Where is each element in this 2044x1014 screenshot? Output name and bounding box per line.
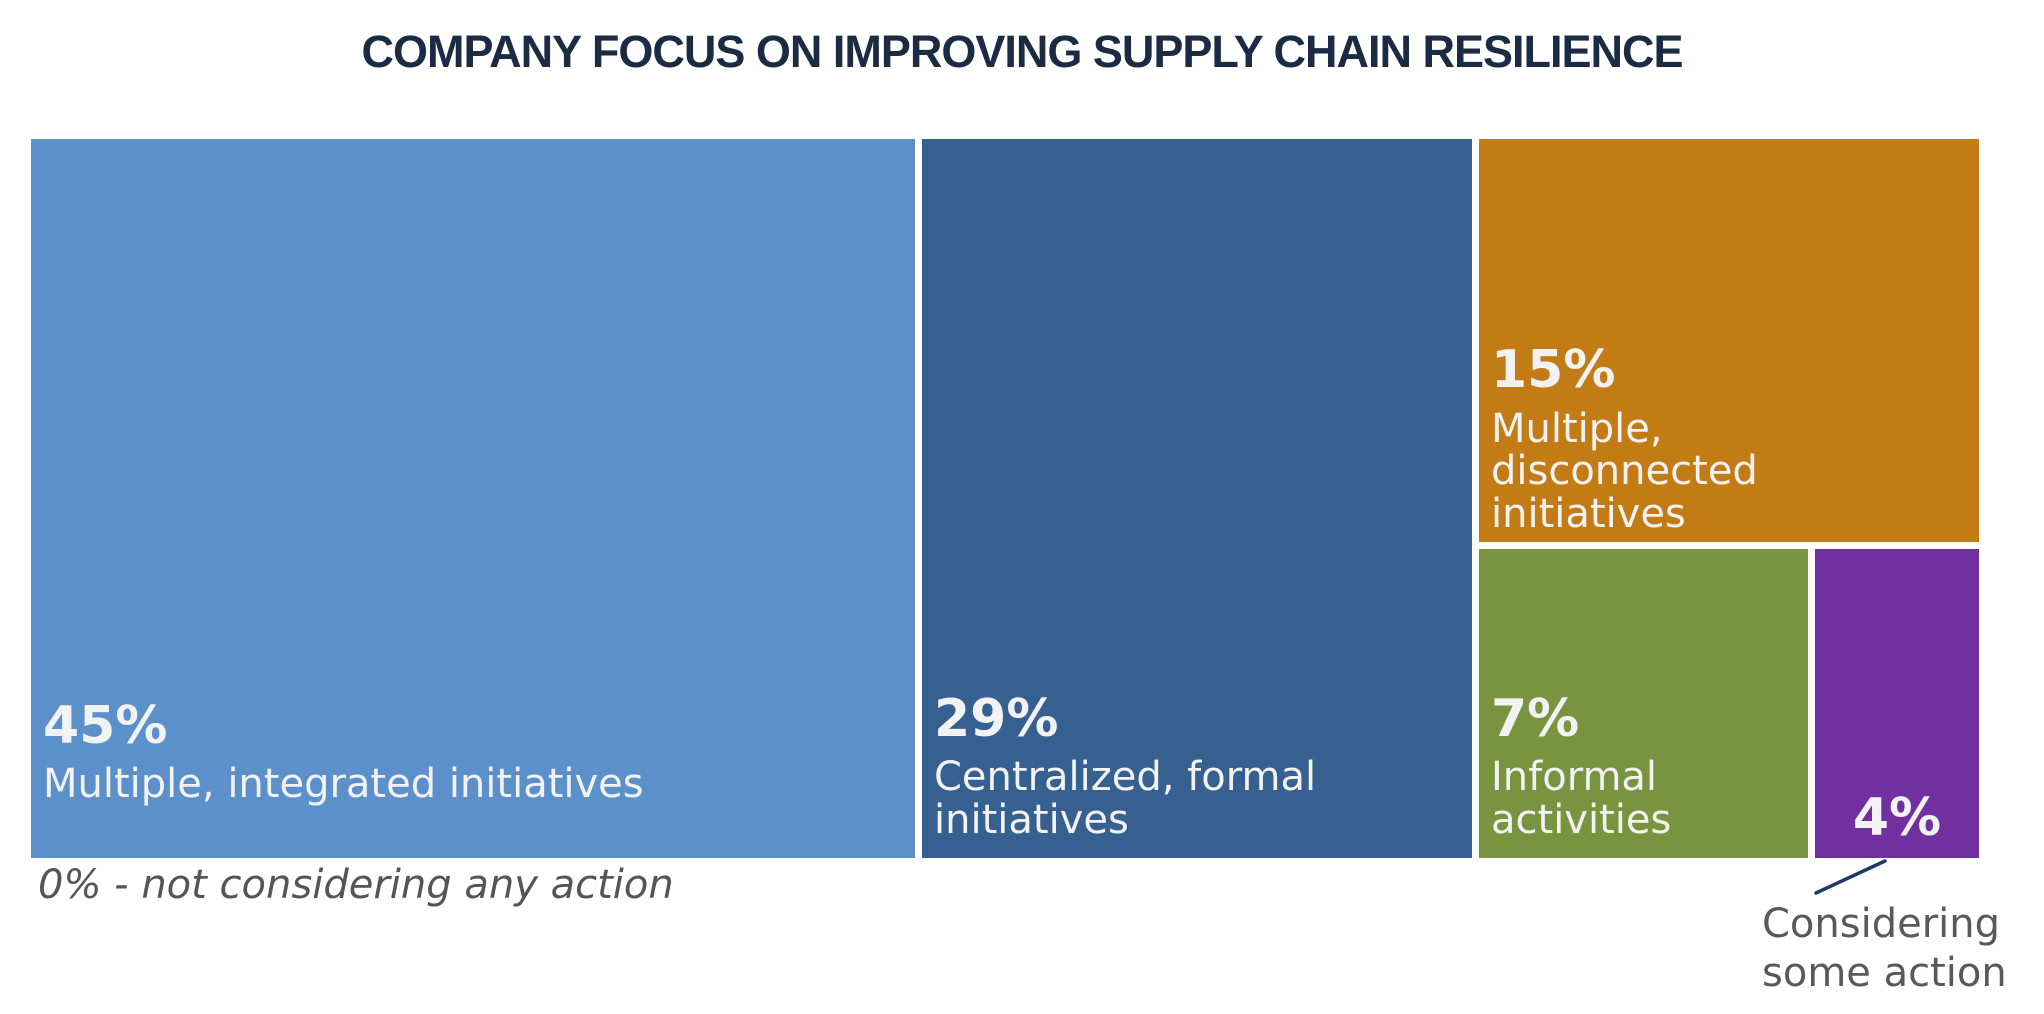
callout-leader-line: [1814, 859, 1887, 895]
segment-percentage: 7%: [1491, 688, 1580, 749]
segment-percentage: 29%: [934, 688, 1059, 749]
segment-text: 15% Multiple, disconnected initiatives: [1491, 343, 1971, 536]
treemap-chart: 45% Multiple, integrated initiatives 29%…: [31, 139, 1979, 858]
segment-centralized-formal-initiatives: 29% Centralized, formal initiatives: [922, 139, 1472, 858]
callout-label-considering-some-action: Considering some action: [1762, 901, 2007, 996]
segment-text: 7% Informal activities: [1491, 692, 1800, 842]
segment-multiple-disconnected-initiatives: 15% Multiple, disconnected initiatives: [1479, 139, 1979, 542]
segment-text: 45% Multiple, integrated initiatives: [43, 699, 907, 806]
segment-label: Multiple, integrated initiatives: [43, 761, 644, 808]
segment-percentage: 4%: [1852, 788, 1942, 849]
segment-label: Multiple, disconnected initiatives: [1491, 405, 1758, 538]
segment-text: 29% Centralized, formal initiatives: [934, 692, 1464, 842]
footnote-zero-percent: 0% - not considering any action: [38, 862, 674, 908]
segment-percentage: 45%: [43, 695, 168, 756]
segment-label: Centralized, formal initiatives: [934, 754, 1317, 844]
segment-percentage: 15%: [1491, 340, 1616, 401]
chart-title: COMPANY FOCUS ON IMPROVING SUPPLY CHAIN …: [361, 26, 1683, 77]
segment-label: Informal activities: [1491, 754, 1672, 844]
segment-informal-activities: 7% Informal activities: [1479, 549, 1808, 858]
segment-considering-some-action: 4%: [1815, 549, 1979, 858]
segment-text: 4%: [1815, 791, 1979, 846]
segment-multiple-integrated-initiatives: 45% Multiple, integrated initiatives: [31, 139, 915, 858]
